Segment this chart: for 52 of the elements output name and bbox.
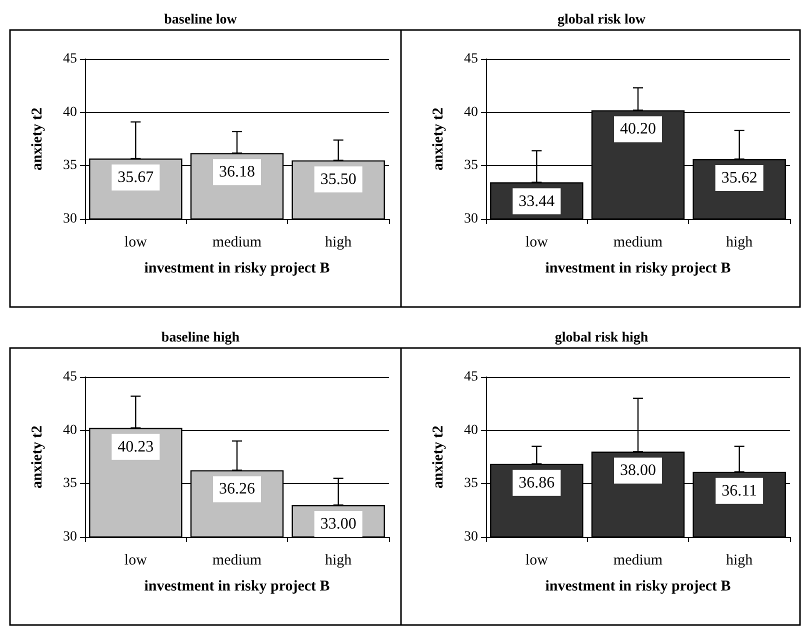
y-tick-label: 40 (63, 422, 77, 438)
x-tick-label: medium (212, 552, 262, 568)
data-label: 33.44 (518, 192, 555, 210)
y-tick-label: 45 (63, 52, 77, 66)
y-tick-label: 45 (464, 370, 478, 384)
x-axis-title: investment in risky project B (545, 578, 731, 594)
x-tick-label: medium (212, 234, 262, 250)
y-tick-label: 30 (464, 530, 478, 544)
y-tick-label: 45 (464, 52, 478, 66)
data-label: 35.50 (320, 170, 356, 188)
y-axis-title: anxiety t2 (430, 108, 446, 170)
data-label: 40.20 (620, 120, 656, 138)
data-label: 40.23 (118, 438, 154, 456)
x-tick-label: low (124, 234, 148, 250)
x-tick-label: medium (613, 234, 663, 250)
y-tick-label: 35 (464, 476, 478, 492)
x-tick-label: low (525, 552, 548, 568)
chart-title: baseline low (164, 12, 238, 28)
y-tick-label: 45 (63, 370, 77, 384)
x-tick-label: low (525, 234, 548, 250)
data-label: 36.26 (219, 480, 255, 498)
y-tick-label: 40 (464, 422, 478, 438)
data-label: 35.62 (721, 170, 758, 187)
data-label: 35.67 (118, 169, 154, 186)
data-label: 36.11 (722, 482, 758, 500)
x-tick-label: low (124, 552, 148, 568)
x-tick-label: medium (613, 552, 663, 568)
y-axis-title: anxiety t2 (30, 108, 46, 170)
chart-title: global risk low (558, 12, 646, 28)
y-tick-label: 35 (464, 158, 478, 174)
x-axis-title: investment in risky project B (144, 578, 330, 594)
y-tick-label: 35 (63, 158, 77, 174)
y-tick-label: 40 (63, 104, 77, 120)
x-tick-label: high (324, 234, 352, 250)
data-label: 33.00 (320, 516, 356, 532)
x-axis-title: investment in risky project B (545, 260, 731, 276)
y-axis-title: anxiety t2 (430, 426, 446, 488)
x-tick-label: high (726, 552, 754, 568)
data-label: 36.86 (518, 474, 555, 492)
y-tick-label: 30 (63, 212, 77, 226)
data-label: 36.18 (219, 164, 255, 181)
y-tick-label: 40 (464, 104, 478, 120)
y-axis-title: anxiety t2 (30, 426, 46, 488)
x-axis-title: investment in risky project B (144, 260, 330, 276)
data-label: 38.00 (620, 462, 656, 480)
y-tick-label: 35 (63, 476, 77, 492)
y-tick-label: 30 (464, 212, 478, 226)
chart-title: baseline high (161, 330, 240, 346)
y-tick-label: 30 (63, 530, 77, 544)
chart-title: global risk high (554, 330, 648, 346)
x-tick-label: high (726, 234, 754, 250)
x-tick-label: high (324, 552, 352, 568)
